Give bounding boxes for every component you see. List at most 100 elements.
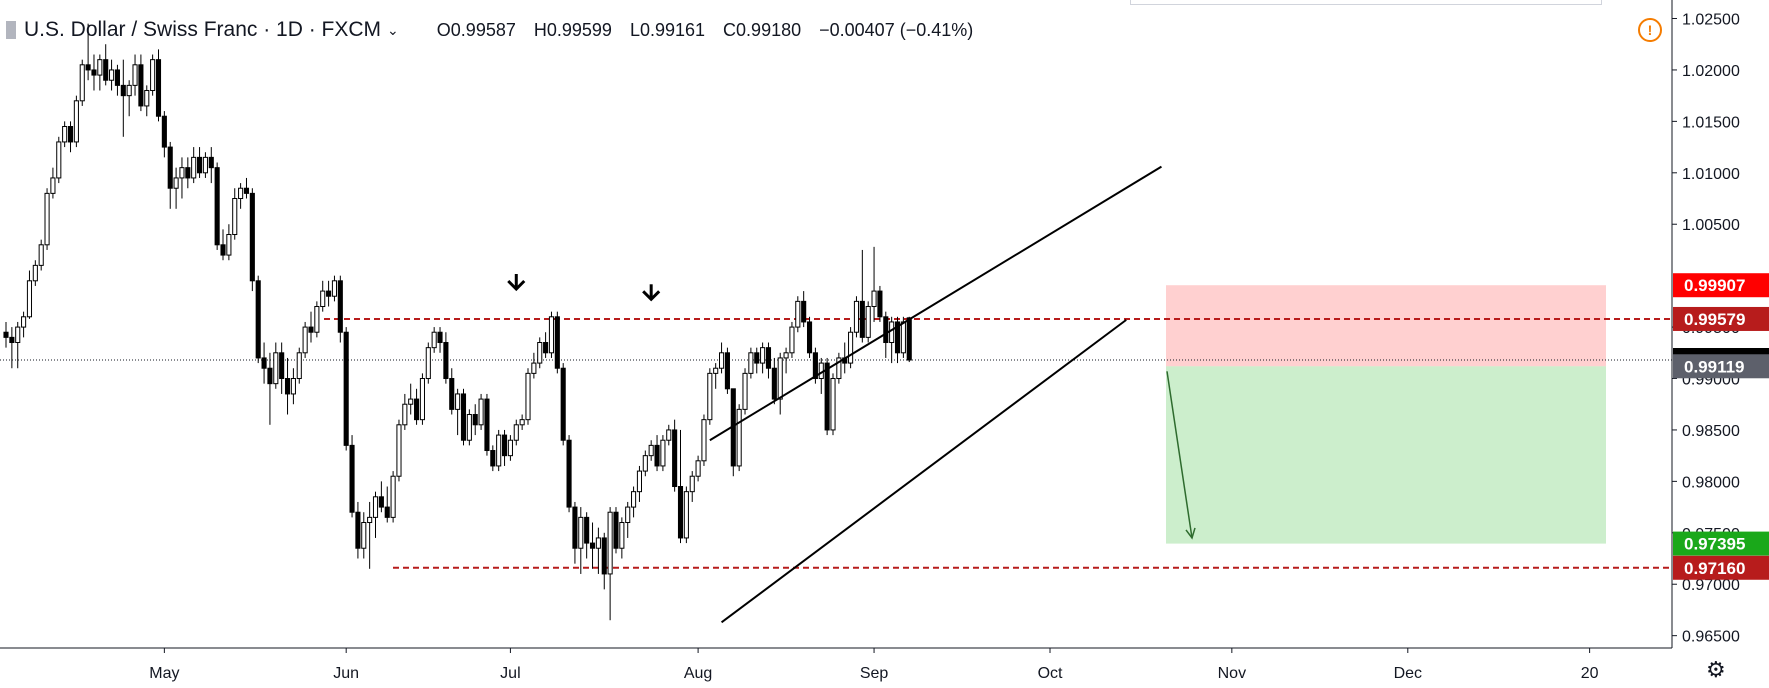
candle-body [466,414,472,441]
candle-body [238,187,244,200]
candle-body [126,84,132,97]
candle-body [760,347,766,364]
candle-body [642,455,648,472]
candle-body [320,290,326,308]
candle-body [114,69,120,86]
candle-body [167,146,173,189]
candle-body [830,378,836,431]
candle-body [672,429,678,488]
candle-body [701,419,707,462]
price-badge [1673,306,1769,331]
candle-body [226,234,232,256]
candle-body [636,470,642,493]
candle-body [601,537,607,575]
candle-body [525,372,531,421]
toolbar-strip[interactable] [1130,0,1602,5]
candle-body [15,326,21,344]
candle-body [120,84,126,97]
candle-body [349,444,355,513]
candle-body [501,434,508,457]
price-badge-label: 0.99119 [1684,357,1745,376]
candle-body [290,378,296,395]
candle-body [853,300,860,333]
stop-loss-zone[interactable] [1166,285,1606,367]
candle-body [85,64,91,71]
candle-body [836,357,842,380]
candle-body [414,398,420,421]
close-value: 0.99180 [736,19,802,40]
candle-body [906,317,912,361]
candle-body [419,378,425,421]
candle-body [26,280,33,318]
candle-body [155,59,162,117]
price-tick-label: 1.01500 [1682,114,1740,131]
candle-body [660,439,666,467]
candle-body [513,424,519,441]
candle-body [666,429,672,441]
candle-body [443,342,449,380]
time-tick-label: Nov [1218,665,1246,682]
candle-body [859,300,865,338]
candle-body [132,64,138,86]
candle-body [654,444,660,467]
candle-body [56,141,62,179]
candle-body [378,496,384,508]
price-tick-label: 0.98000 [1682,474,1740,491]
time-tick-label: 20 [1581,665,1599,682]
candle-body [97,59,103,76]
take-profit-zone[interactable] [1166,366,1606,544]
candle-body [883,316,889,344]
candle-body [607,511,613,575]
candle-body [161,115,167,148]
candle-body [754,352,760,364]
high-value: 0.99599 [546,19,612,40]
candle-body [384,506,390,518]
channel-lower-line[interactable] [720,319,1127,624]
candle-body [296,352,302,380]
chart-header: U.S. Dollar / Swiss Franc · 1D · FXCM ⌄ … [6,17,973,43]
candle-body [619,522,625,549]
candle-body [402,403,408,426]
channel-upper-line[interactable] [709,165,1162,442]
candle-body [496,434,502,467]
candle-body [3,331,9,338]
candle-body [677,486,684,539]
time-tick-label: Jul [500,665,520,682]
candle-body [103,59,109,81]
projection-arrow-head [1185,527,1196,540]
alert-icon[interactable]: ! [1638,18,1662,42]
down-arrow-icon [507,279,526,292]
candle-body [777,357,783,400]
high-label: H [533,19,547,40]
candle-body [267,367,273,385]
candle-body [38,244,44,266]
symbol-title[interactable]: U.S. Dollar / Swiss Franc · 1D · FXCM [24,18,382,41]
gear-icon[interactable]: ⚙ [1706,657,1726,682]
time-tick-label: Dec [1394,665,1422,682]
candle-body [21,316,27,328]
candle-body [390,475,396,518]
price-tick-label: 1.02500 [1682,12,1740,29]
candle-body [484,398,490,452]
candle-body [689,475,695,493]
chevron-down-icon[interactable]: ⌄ [387,21,399,38]
candle-body [408,398,414,405]
low-value: 0.99161 [639,19,706,40]
price-tick-label: 1.02000 [1682,63,1740,80]
candle-body [795,300,801,328]
candle-body [50,177,56,194]
candle-body [273,352,279,385]
candle-body [220,244,226,256]
candle-body [748,352,754,374]
candle-body [625,506,631,524]
candle-body [279,352,285,380]
price-tick-label: 0.97000 [1682,577,1740,594]
candle-body [894,321,901,354]
candle-body [67,126,74,143]
candle-body [631,491,637,508]
change-value: −0.00407 (−0.41%) [819,19,974,40]
candle-body [742,372,748,410]
candle-body [361,522,367,549]
candle-body [138,64,144,107]
